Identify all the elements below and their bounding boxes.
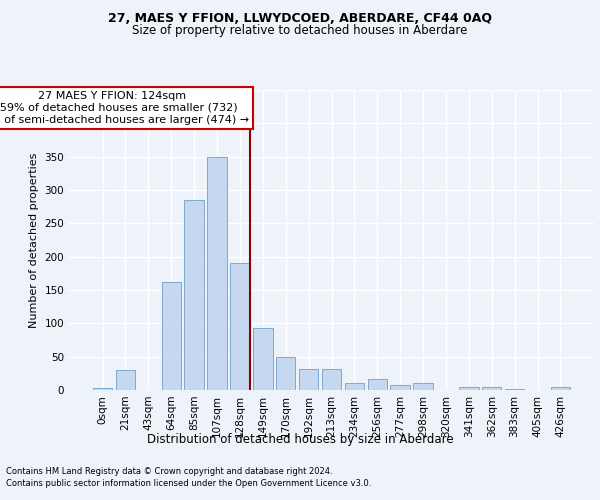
Bar — [482, 386, 502, 390]
Bar — [413, 384, 433, 390]
Bar — [161, 282, 181, 390]
Bar — [551, 386, 570, 390]
Bar — [391, 386, 410, 390]
Bar — [276, 356, 295, 390]
Text: Size of property relative to detached houses in Aberdare: Size of property relative to detached ho… — [133, 24, 467, 37]
Bar — [344, 384, 364, 390]
Bar — [208, 156, 227, 390]
Bar — [184, 200, 204, 390]
Bar — [505, 388, 524, 390]
Bar — [322, 368, 341, 390]
Bar — [368, 378, 387, 390]
Bar — [459, 386, 479, 390]
Y-axis label: Number of detached properties: Number of detached properties — [29, 152, 39, 328]
Text: Contains HM Land Registry data © Crown copyright and database right 2024.: Contains HM Land Registry data © Crown c… — [6, 468, 332, 476]
Bar — [230, 264, 250, 390]
Bar — [93, 388, 112, 390]
Bar — [253, 328, 272, 390]
Bar — [116, 370, 135, 390]
Bar — [299, 368, 319, 390]
Text: 27 MAES Y FFION: 124sqm
← 59% of detached houses are smaller (732)
38% of semi-d: 27 MAES Y FFION: 124sqm ← 59% of detache… — [0, 92, 249, 124]
Text: Distribution of detached houses by size in Aberdare: Distribution of detached houses by size … — [146, 432, 454, 446]
Text: Contains public sector information licensed under the Open Government Licence v3: Contains public sector information licen… — [6, 479, 371, 488]
Text: 27, MAES Y FFION, LLWYDCOED, ABERDARE, CF44 0AQ: 27, MAES Y FFION, LLWYDCOED, ABERDARE, C… — [108, 12, 492, 26]
